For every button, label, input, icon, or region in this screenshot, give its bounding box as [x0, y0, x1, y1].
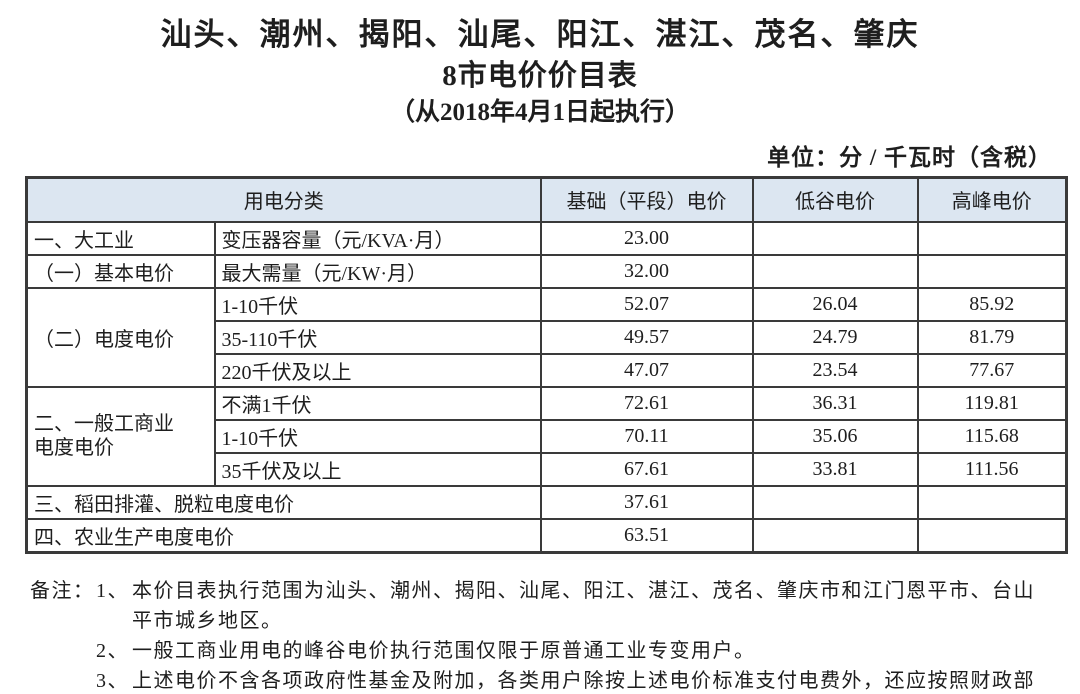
- electricity-price-table: 用电分类 基础（平段）电价 低谷电价 高峰电价 一、大工业 变压器容量（元/KV…: [25, 176, 1068, 554]
- table-row: 二、一般工商业电度电价 不满1千伏 72.61 36.31 119.81: [25, 385, 1068, 487]
- header-base-price: 基础（平段）电价: [539, 176, 754, 223]
- table-row: （二）电度电价 1-10千伏 52.07 26.04 85.92: [25, 286, 1068, 388]
- base-price-cell: 32.00: [539, 253, 754, 289]
- table-row: 35-110千伏 49.57 24.79 81.79: [27, 319, 1068, 355]
- table-row: 一、大工业 变压器容量（元/KVA·月） 23.00: [25, 220, 1068, 256]
- base-price-cell: 52.07: [539, 286, 754, 322]
- header-peak-price: 高峰电价: [916, 176, 1068, 223]
- valley-price-cell: [751, 220, 919, 256]
- valley-price-cell: 33.81: [751, 451, 919, 487]
- category-cell: 三、稻田排灌、脱粒电度电价: [25, 484, 542, 520]
- note-item: 2、 一般工商业用电的峰谷电价执行范围仅限于原普通工业专变用户。: [96, 636, 1080, 666]
- valley-price-cell: 23.54: [751, 352, 919, 388]
- category-cell: 四、农业生产电度电价: [25, 517, 542, 553]
- subcategory-cell: 不满1千伏: [213, 385, 542, 421]
- peak-price-cell: 111.56: [916, 451, 1068, 487]
- title-line-effective-date: （从2018年4月1日起执行）: [389, 99, 690, 126]
- category-cell: 一、大工业: [25, 220, 216, 256]
- subcategory-cell: 1-10千伏: [213, 418, 542, 454]
- subcategory-cell: 220千伏及以上: [213, 352, 542, 388]
- valley-price-cell: 36.31: [751, 385, 919, 421]
- valley-price-cell: [751, 484, 919, 520]
- valley-price-cell: [751, 517, 919, 553]
- valley-price-cell: 26.04: [751, 286, 919, 322]
- base-price-cell: 23.00: [539, 220, 754, 256]
- peak-price-cell: [916, 220, 1068, 256]
- note-number: 1、: [96, 579, 129, 602]
- base-price-cell: 37.61: [539, 484, 754, 520]
- note-number: 2、: [96, 639, 129, 662]
- peak-price-cell: [916, 517, 1068, 553]
- note-text: 上述电价不含各项政府性基金及附加，各类用户除按上述电价标准支付电费外，还应按照财…: [132, 669, 1035, 692]
- peak-price-cell: [916, 484, 1068, 520]
- category-cell: （二）电度电价: [25, 286, 216, 388]
- base-price-cell: 67.61: [539, 451, 754, 487]
- note-text: 一般工商业用电的峰谷电价执行范围仅限于原普通工业专变用户。: [132, 639, 756, 662]
- subcategory-cell: 1-10千伏: [213, 286, 542, 322]
- base-price-cell: 49.57: [539, 319, 754, 355]
- subcategory-cell: 35-110千伏: [213, 319, 542, 355]
- table-header-row: 用电分类 基础（平段）电价 低谷电价 高峰电价: [25, 176, 1068, 223]
- valley-price-cell: 35.06: [751, 418, 919, 454]
- peak-price-cell: 81.79: [916, 319, 1068, 355]
- peak-price-cell: 77.67: [916, 352, 1068, 388]
- header-valley-price: 低谷电价: [751, 176, 919, 223]
- category-cell: （一）基本电价: [25, 253, 216, 289]
- header-category: 用电分类: [25, 176, 542, 223]
- notes-section: 备注： 1、 本价目表执行范围为汕头、潮州、揭阳、汕尾、阳江、湛江、茂名、肇庆市…: [30, 576, 1080, 694]
- notes-label: 备注：: [30, 579, 95, 602]
- base-price-cell: 72.61: [539, 385, 754, 421]
- notes-list: 1、 本价目表执行范围为汕头、潮州、揭阳、汕尾、阳江、湛江、茂名、肇庆市和江门恩…: [96, 576, 1080, 694]
- unit-label: 单位：分 / 千瓦时（含税）: [767, 145, 1052, 170]
- peak-price-cell: 85.92: [916, 286, 1068, 322]
- title-line-cities: 汕头、潮州、揭阳、汕尾、阳江、湛江、茂名、肇庆: [160, 17, 920, 52]
- peak-price-cell: [916, 253, 1068, 289]
- table-row: 四、农业生产电度电价 63.51: [25, 517, 1068, 553]
- table-row: （一）基本电价 最大需量（元/KW·月） 32.00: [25, 253, 1068, 289]
- table-row: 220千伏及以上 47.07 23.54 77.67: [27, 352, 1068, 388]
- valley-price-cell: [751, 253, 919, 289]
- title-block: 汕头、潮州、揭阳、汕尾、阳江、湛江、茂名、肇庆 8市电价价目表 （从2018年4…: [0, 0, 1080, 130]
- table-row: 1-10千伏 70.11 35.06 115.68: [27, 418, 1068, 454]
- category-cell: 二、一般工商业电度电价: [25, 385, 216, 487]
- subcategory-cell: 最大需量（元/KW·月）: [213, 253, 542, 289]
- peak-price-cell: 119.81: [916, 385, 1068, 421]
- subcategory-cell: 35千伏及以上: [213, 451, 542, 487]
- note-item: 1、 本价目表执行范围为汕头、潮州、揭阳、汕尾、阳江、湛江、茂名、肇庆市和江门恩…: [96, 576, 1080, 636]
- note-item: 3、 上述电价不含各项政府性基金及附加，各类用户除按上述电价标准支付电费外，还应…: [96, 666, 1080, 694]
- valley-price-cell: 24.79: [751, 319, 919, 355]
- title-line-main: 8市电价价目表: [442, 60, 638, 92]
- subcategory-cell: 变压器容量（元/KVA·月）: [213, 220, 542, 256]
- note-text: 本价目表执行范围为汕头、潮州、揭阳、汕尾、阳江、湛江、茂名、肇庆市和江门恩平市、…: [132, 579, 1035, 632]
- table-row: 三、稻田排灌、脱粒电度电价 37.61: [25, 484, 1068, 520]
- base-price-cell: 47.07: [539, 352, 754, 388]
- base-price-cell: 70.11: [539, 418, 754, 454]
- base-price-cell: 63.51: [539, 517, 754, 553]
- note-number: 3、: [96, 669, 129, 692]
- peak-price-cell: 115.68: [916, 418, 1068, 454]
- table-row: 35千伏及以上 67.61 33.81 111.56: [27, 451, 1068, 487]
